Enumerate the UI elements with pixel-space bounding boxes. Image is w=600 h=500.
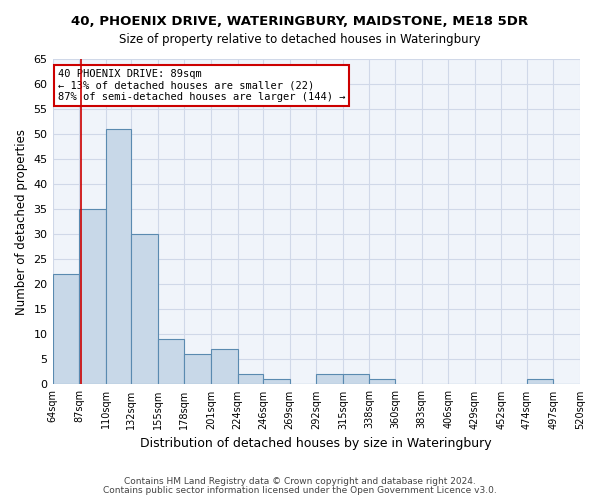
Bar — [131, 234, 158, 384]
Text: 40, PHOENIX DRIVE, WATERINGBURY, MAIDSTONE, ME18 5DR: 40, PHOENIX DRIVE, WATERINGBURY, MAIDSTO… — [71, 15, 529, 28]
Bar — [370, 380, 395, 384]
Bar — [238, 374, 263, 384]
Bar — [343, 374, 370, 384]
Text: Contains public sector information licensed under the Open Government Licence v3: Contains public sector information licen… — [103, 486, 497, 495]
Bar — [211, 350, 238, 384]
Bar — [53, 274, 79, 384]
Bar — [316, 374, 343, 384]
Y-axis label: Number of detached properties: Number of detached properties — [15, 128, 28, 314]
Text: Size of property relative to detached houses in Wateringbury: Size of property relative to detached ho… — [119, 32, 481, 46]
Bar — [184, 354, 211, 384]
Bar — [79, 209, 106, 384]
Bar — [106, 129, 131, 384]
Bar — [263, 380, 290, 384]
Text: Contains HM Land Registry data © Crown copyright and database right 2024.: Contains HM Land Registry data © Crown c… — [124, 477, 476, 486]
Bar — [527, 380, 553, 384]
Bar — [158, 340, 184, 384]
Text: 40 PHOENIX DRIVE: 89sqm
← 13% of detached houses are smaller (22)
87% of semi-de: 40 PHOENIX DRIVE: 89sqm ← 13% of detache… — [58, 69, 346, 102]
X-axis label: Distribution of detached houses by size in Wateringbury: Distribution of detached houses by size … — [140, 437, 492, 450]
